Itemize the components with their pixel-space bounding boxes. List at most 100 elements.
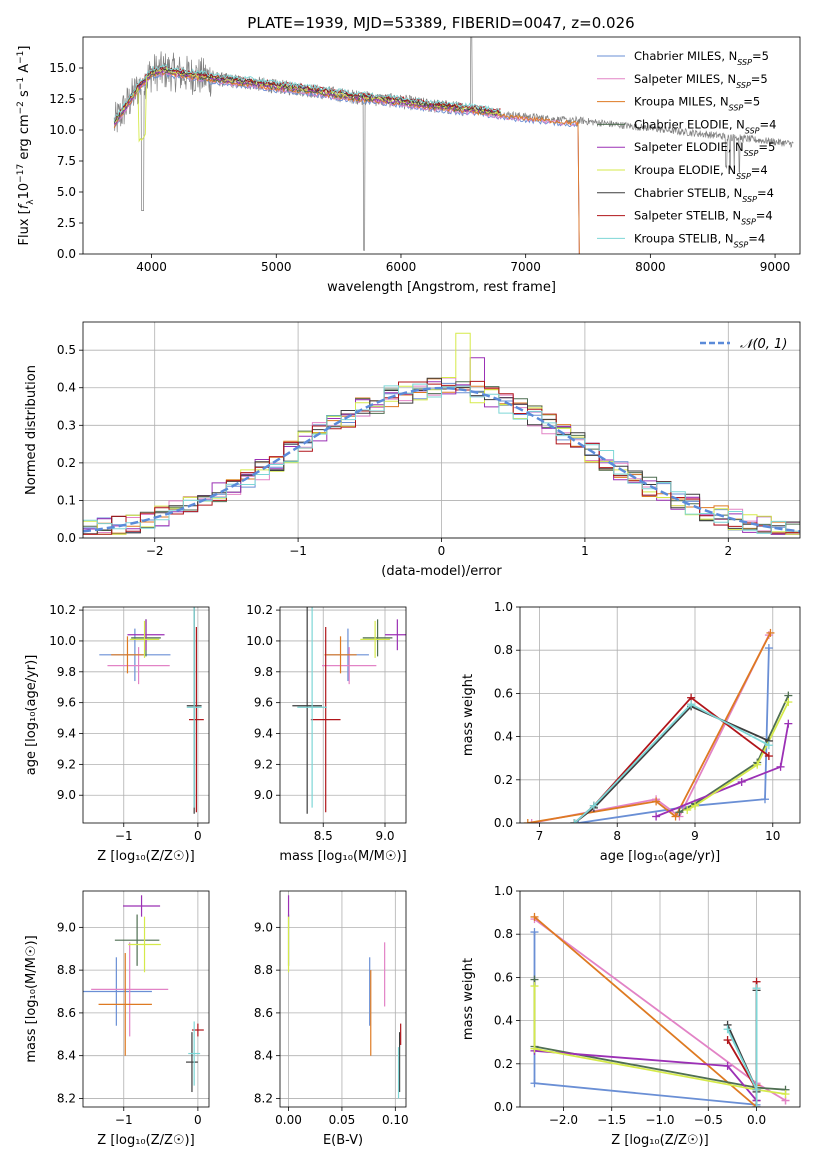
x-tick-label: 4000 [136,260,167,274]
errorbar-point [114,914,160,966]
x-tick-label: 0.10 [382,1113,409,1127]
mass-vs-Z-ylabel: mass [log₁₀(M/M☉)] [24,935,39,1062]
y-tick-label: 0.8 [494,643,513,657]
series-point [761,795,769,804]
legend-label-main: Kroupa ELODIE, N [634,163,736,177]
x-tick-label: 10 [765,829,780,843]
errorbar-point [111,636,144,674]
series-point [530,912,539,921]
mass-vs-Z-grid [83,891,209,1107]
y-tick-label: 0.4 [494,730,513,744]
legend-label-main: Chabrier MILES, N [634,49,737,63]
y-tick-label: 0.0 [494,816,513,830]
y-tick-label: 10.0 [246,634,273,648]
y-tick-label: 8.8 [57,963,76,977]
x-tick-label: 7 [536,829,544,843]
errorbar-point [188,627,204,813]
series-point [781,1090,790,1099]
errorbar-point [107,647,170,685]
x-tick-label: 9.0 [375,829,394,843]
legend-label: Kroupa STELIB, NSSP=4 [634,231,765,249]
spectrum-model-line [113,65,501,122]
y-tick-label: 0.2 [494,773,513,787]
series-point [764,741,773,750]
errorbar-point [362,619,393,657]
legend-label-suffix: =4 [751,163,768,177]
y-tick-label: 9.4 [254,727,273,741]
series-point [671,812,680,821]
y-tick-label: 0.4 [494,1014,513,1028]
series-point [691,801,699,810]
legend-label: Kroupa MILES, NSSP=5 [634,95,760,113]
series-point [752,1085,761,1094]
x-tick-label: −1 [289,544,307,558]
y-tick-label: 0.4 [57,381,76,395]
series-line [533,986,786,1095]
series-point [523,819,532,823]
series-line [578,647,770,823]
legend-label-sub: SSP [744,149,759,158]
legend-label-suffix: =4 [748,231,765,245]
x-tick-label: 0 [194,1113,202,1127]
legend-label-sub: SSP [736,172,751,181]
y-tick-label: 7.5 [57,154,76,168]
y-tick-label: 5.0 [57,185,76,199]
y-tick-label: 0.0 [57,531,76,545]
legend-label: Salpeter STELIB, NSSP=4 [634,209,773,227]
legend-label-sub: SSP [741,217,756,226]
y-tick-label: 10.2 [246,603,273,617]
ylabel-part: f [17,202,32,209]
y-tick-label: 9.6 [57,696,76,710]
x-tick-label: 0.05 [329,1113,356,1127]
series-point [737,777,746,786]
y-tick-label: 15.0 [49,61,76,75]
y-tick-label: 9.2 [254,757,273,771]
x-tick-label: 8 [613,829,621,843]
spectrum-model-line [114,71,580,254]
age-vs-Z-frame [82,606,210,824]
age-vs-Z-ylabel: age [log₁₀(age/yr)] [24,655,39,776]
ylabel-part: λ [26,199,36,205]
legend-label: Salpeter MILES, NSSP=5 [634,72,768,90]
x-tick-label: −2 [146,544,164,558]
series-point [530,928,539,937]
legend-label-main: Kroupa STELIB, N [634,231,734,245]
errorbar-point [297,607,327,808]
y-tick-label: 8.2 [57,1091,76,1105]
legend-label-suffix: =4 [757,186,774,200]
y-tick-label: 9.0 [254,788,273,802]
series-point [570,819,579,823]
series-line [573,703,770,823]
weight-vs-age-frame [519,606,801,824]
series-point [723,1061,732,1070]
series-line [686,701,790,811]
mass-vs-Z-axes: −1 0 8.2 8.4 8.6 8.8 9.0 Z [log₁₀(Z/Z☉)] mass [l… [24,891,209,1148]
y-tick-label: 8.4 [254,1049,273,1063]
errorbar-point [188,1021,201,1086]
x-tick-label: −2.0 [549,1113,578,1127]
x-tick-label: −1 [115,1113,133,1127]
y-tick-label: 9.8 [254,665,273,679]
series-point [723,1025,732,1034]
y-tick-label: 10.0 [49,123,76,137]
legend-label-sub: SSP [745,126,760,135]
errorbar-point [123,895,161,917]
weight-vs-Z-ylabel: mass weight [461,958,476,1040]
age-vs-mass-frame [279,606,407,824]
x-tick-label: 8000 [635,260,666,274]
y-tick-label: 2.5 [57,216,76,230]
mass-vs-ebv-grid [280,891,406,1107]
age-vs-Z-axes: −1 0 9.0 9.2 9.4 9.6 9.8 10.0 10.2 Z [log₁₀(Z/Z☉)… [24,603,209,864]
legend-label-sub: SSP [742,194,757,203]
x-tick-label: −1.5 [597,1113,626,1127]
legend-label-sub: SSP [736,80,751,89]
weight-vs-age-xlabel: age [log₁₀(age/yr)] [600,849,721,864]
weight-vs-Z-axes: −2.0 −1.5 −1.0 −0.5 0.0 0.0 0.2 0.4 0.6 0.8 1.0 Z [… [461,884,800,1148]
legend-label: Kroupa ELODIE, NSSP=4 [634,163,768,181]
series-line [726,988,758,1107]
y-tick-label: 10.0 [49,634,76,648]
age-vs-mass-axes: 8.5 9.0 9.0 9.2 9.4 9.6 9.8 10.0 10.2 mass [log₁₀… [246,603,406,864]
errorbar-point [385,619,406,651]
normal-curve [83,386,800,533]
x-tick-label: 5000 [261,260,292,274]
